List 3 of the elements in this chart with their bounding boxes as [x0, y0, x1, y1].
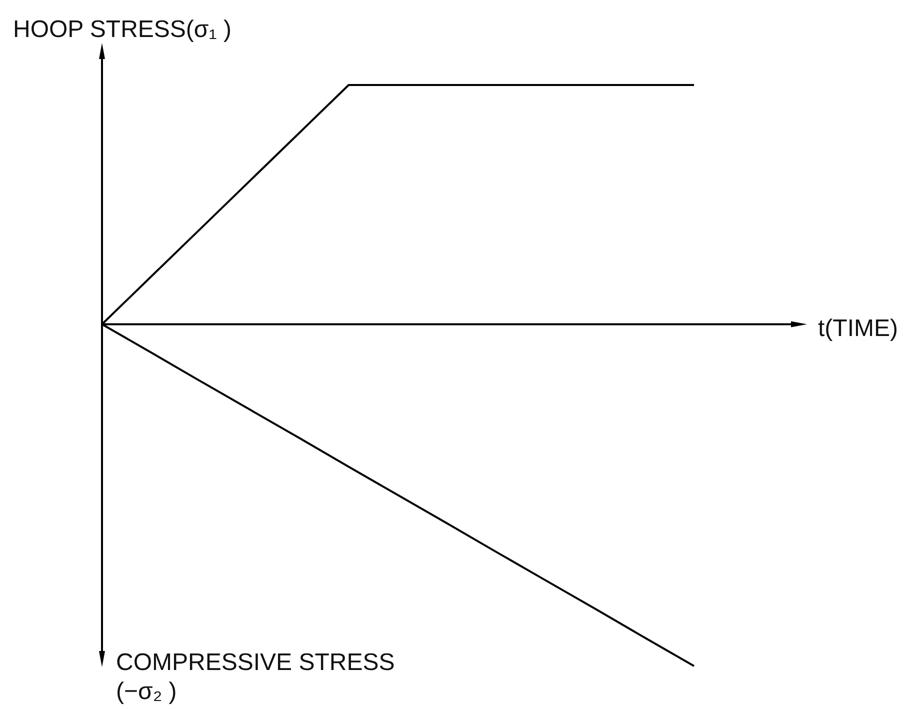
y-axis-title: HOOP STRESS(σ₁ )	[13, 16, 232, 43]
x-axis-title: t(TIME)	[818, 315, 898, 342]
annotation: COMPRESSIVE STRESS (−σ₂ )	[116, 649, 395, 705]
